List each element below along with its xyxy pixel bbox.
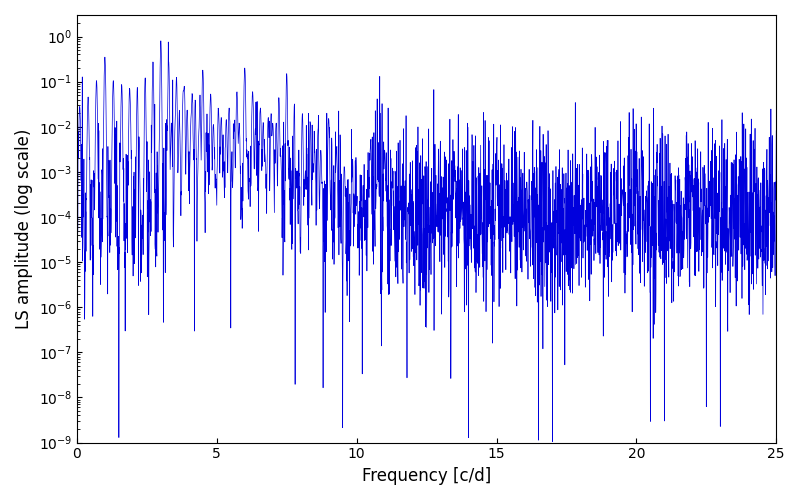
Y-axis label: LS amplitude (log scale): LS amplitude (log scale) [15,128,33,329]
X-axis label: Frequency [c/d]: Frequency [c/d] [362,467,491,485]
